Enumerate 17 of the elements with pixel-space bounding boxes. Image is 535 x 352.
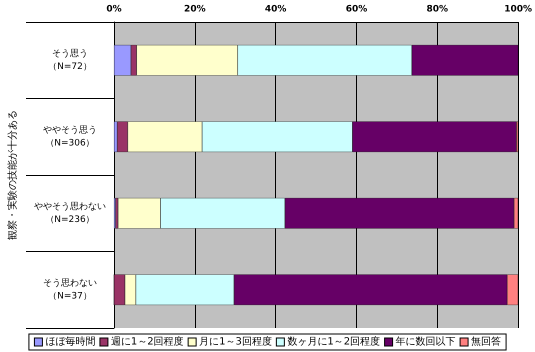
x-tick-label: 80% xyxy=(426,4,448,14)
legend-label: 無回答 xyxy=(471,336,502,348)
legend-label: 数ヶ月に1～2回程度 xyxy=(287,336,380,348)
y-tick-label: ややそう思う（N=306） xyxy=(43,124,97,148)
x-tick-label: 0% xyxy=(106,4,122,14)
legend-label: ほぼ毎時間 xyxy=(45,336,96,348)
y-tick-label: そう思う（N=72） xyxy=(48,48,92,72)
x-tick-label: 20% xyxy=(184,4,206,14)
x-tick-label: 40% xyxy=(264,4,286,14)
y-tick-label: ややそう思わない（N=236） xyxy=(34,200,106,225)
legend-label: 月に1～3回程度 xyxy=(199,336,272,348)
legend-label: 年に数回以下 xyxy=(396,336,456,348)
x-tick-label: 100% xyxy=(504,4,532,14)
legend-label: 週に1～2回程度 xyxy=(110,336,184,348)
y-tick-label: そう思わない（N=37） xyxy=(43,277,97,302)
y-axis-title: 観察・実験の技能が十分ある xyxy=(6,110,18,240)
x-tick-label: 60% xyxy=(346,4,368,14)
